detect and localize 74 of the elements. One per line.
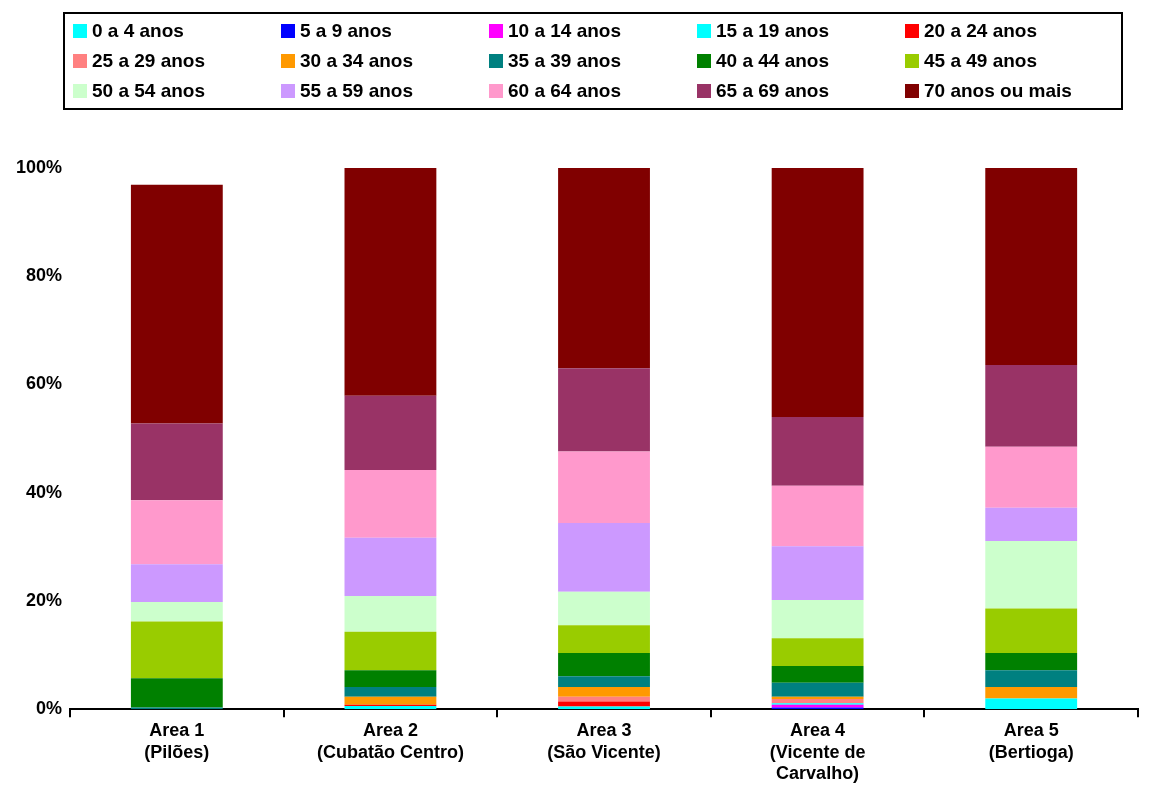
legend-label: 45 a 49 anos <box>924 50 1038 72</box>
bar <box>985 540 1078 609</box>
bar <box>130 423 223 501</box>
bar <box>985 507 1078 541</box>
bar <box>130 678 223 708</box>
legend-label: 60 a 64 anos <box>508 80 622 102</box>
x-tick-label: Area 5 (Bertioga) <box>988 719 1074 762</box>
bar <box>344 395 437 470</box>
legend-label: 30 a 34 anos <box>300 50 414 72</box>
bar <box>771 168 864 417</box>
legend-label: 10 a 14 anos <box>508 20 622 42</box>
bar <box>771 698 864 704</box>
bar <box>344 469 437 538</box>
bar <box>130 184 223 424</box>
bar <box>771 546 864 600</box>
legend-label: 5 a 9 anos <box>300 20 392 42</box>
bar <box>771 696 864 699</box>
y-tick-label: 20% <box>26 589 63 610</box>
legend-label: 25 a 29 anos <box>92 50 206 72</box>
bar <box>558 625 650 653</box>
legend-label: 65 a 69 anos <box>716 80 830 102</box>
bar <box>558 696 650 702</box>
bar <box>344 631 437 671</box>
bar <box>130 602 223 622</box>
bar <box>985 698 1078 710</box>
bar <box>985 652 1078 671</box>
bar <box>985 446 1078 508</box>
bar <box>771 599 864 639</box>
legend-label: 55 a 59 anos <box>300 80 414 102</box>
bar <box>558 652 650 677</box>
bar <box>344 596 437 632</box>
bar <box>985 168 1078 365</box>
x-tick-label: Area 2 (Cubatão Centro) <box>316 719 464 762</box>
bar <box>558 523 650 592</box>
bar <box>771 682 864 697</box>
bar <box>985 365 1078 447</box>
bar <box>344 670 437 688</box>
bar <box>344 687 437 697</box>
bar <box>985 670 1078 688</box>
bar <box>558 676 650 688</box>
y-tick-label: 0% <box>36 698 63 719</box>
bar <box>558 591 650 626</box>
bar <box>558 687 650 697</box>
bar <box>130 621 223 679</box>
bar <box>344 696 437 705</box>
bar <box>130 500 223 565</box>
legend-label: 20 a 24 anos <box>924 20 1038 42</box>
y-tick-label: 100% <box>15 156 63 177</box>
legend-label: 50 a 54 anos <box>92 80 206 102</box>
y-tick-label: 40% <box>26 481 63 502</box>
bar <box>344 705 437 710</box>
legend-label: 15 a 19 anos <box>716 20 830 42</box>
bar <box>985 608 1078 653</box>
x-tick-label: Area 4 (Vicente de Carvalho) <box>769 719 866 784</box>
y-tick-label: 60% <box>26 373 63 394</box>
legend-label: 40 a 44 anos <box>716 50 830 72</box>
x-tick-label: Area 1 (Pilões) <box>144 719 210 762</box>
bar <box>558 706 650 710</box>
bar <box>130 564 223 603</box>
legend-label: 0 a 4 anos <box>92 20 184 42</box>
y-tick-label: 80% <box>26 265 63 286</box>
bar <box>771 665 864 683</box>
bar <box>771 638 864 666</box>
legend-label: 35 a 39 anos <box>508 50 622 72</box>
bar <box>985 687 1078 699</box>
x-tick-label: Area 3 (São Vicente) <box>547 719 661 762</box>
bar <box>344 168 437 396</box>
legend-label: 70 anos ou mais <box>924 80 1072 102</box>
bar <box>771 485 864 547</box>
bar <box>558 451 650 524</box>
bar <box>344 537 437 597</box>
bar <box>771 416 864 486</box>
bar <box>558 368 650 452</box>
bar <box>558 168 650 369</box>
